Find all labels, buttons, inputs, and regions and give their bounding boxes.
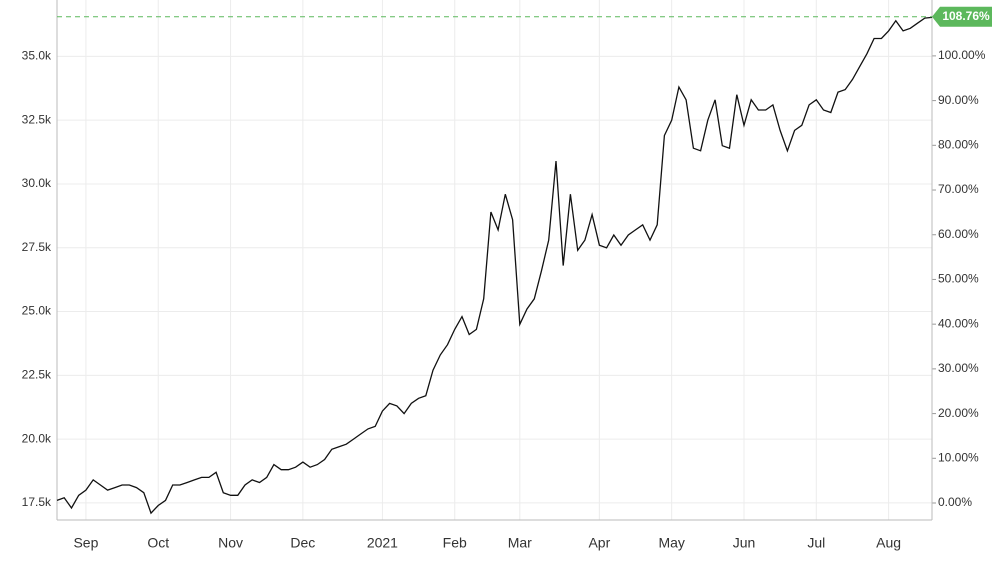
x-tick-label: May xyxy=(658,535,684,551)
y-tick-label: 22.5k xyxy=(22,368,52,382)
y2-tick-label: 0.00% xyxy=(938,495,972,509)
x-tick-label: Oct xyxy=(147,535,169,551)
y2-tick-label: 20.00% xyxy=(938,406,979,420)
x-tick-label: Aug xyxy=(876,535,901,551)
y2-tick-label: 60.00% xyxy=(938,227,979,241)
y-tick-label: 27.5k xyxy=(22,240,52,254)
x-tick-label: Jul xyxy=(807,535,825,551)
x-tick-label: Nov xyxy=(218,535,243,551)
y2-tick-label: 30.00% xyxy=(938,361,979,375)
x-tick-label: Feb xyxy=(443,535,467,551)
x-tick-label: Sep xyxy=(73,535,98,551)
y2-tick-label: 40.00% xyxy=(938,316,979,330)
x-tick-label: Apr xyxy=(588,535,610,551)
y-tick-label: 32.5k xyxy=(22,112,52,126)
x-tick-label: 2021 xyxy=(367,535,398,551)
price-line xyxy=(56,16,933,515)
y2-tick-label: 90.00% xyxy=(938,93,979,107)
grid xyxy=(57,0,932,520)
y2-tick-label: 80.00% xyxy=(938,137,979,151)
x-tick-label: Mar xyxy=(508,535,532,551)
y2-tick-label: 70.00% xyxy=(938,182,979,196)
last-change-tag xyxy=(932,6,992,27)
y-tick-label: 17.5k xyxy=(22,495,52,509)
y2-tick-label: 100.00% xyxy=(938,48,986,62)
last-change-label: 108.76% xyxy=(942,9,990,23)
y-tick-label: 30.0k xyxy=(22,176,52,190)
y2-tick-label: 50.00% xyxy=(938,272,979,286)
y-tick-label: 20.0k xyxy=(22,431,52,445)
y-tick-label: 25.0k xyxy=(22,304,52,318)
x-tick-label: Jun xyxy=(733,535,756,551)
y-tick-label: 35.0k xyxy=(22,49,52,63)
y2-tick-label: 10.00% xyxy=(938,450,979,464)
x-tick-label: Dec xyxy=(290,535,315,551)
